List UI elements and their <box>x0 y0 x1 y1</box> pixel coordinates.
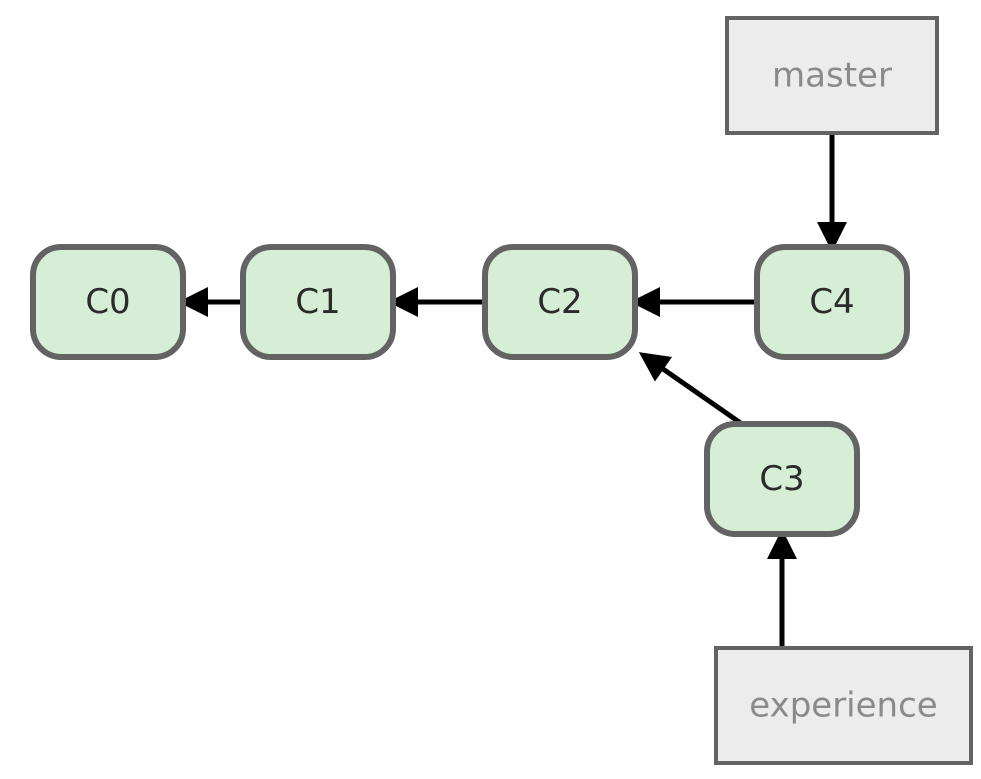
commit-node-C0: C0 <box>33 247 183 357</box>
branch-box-experience: experience <box>716 648 971 763</box>
branch-label: experience <box>749 686 937 726</box>
commit-label: C3 <box>759 459 804 499</box>
git-graph: C0 C1 C2 C4 C3 master experience <box>0 0 981 779</box>
branch-label: master <box>772 56 892 96</box>
commit-node-C1: C1 <box>243 247 393 357</box>
commit-label: C2 <box>537 282 582 322</box>
commit-node-C2: C2 <box>485 247 635 357</box>
commit-node-C3: C3 <box>707 424 857 534</box>
commit-node-C4: C4 <box>757 247 907 357</box>
commit-label: C1 <box>295 282 340 322</box>
commit-label: C4 <box>809 282 854 322</box>
edge-C3-C2 <box>643 355 742 424</box>
branch-box-master: master <box>727 18 937 133</box>
commit-label: C0 <box>85 282 130 322</box>
